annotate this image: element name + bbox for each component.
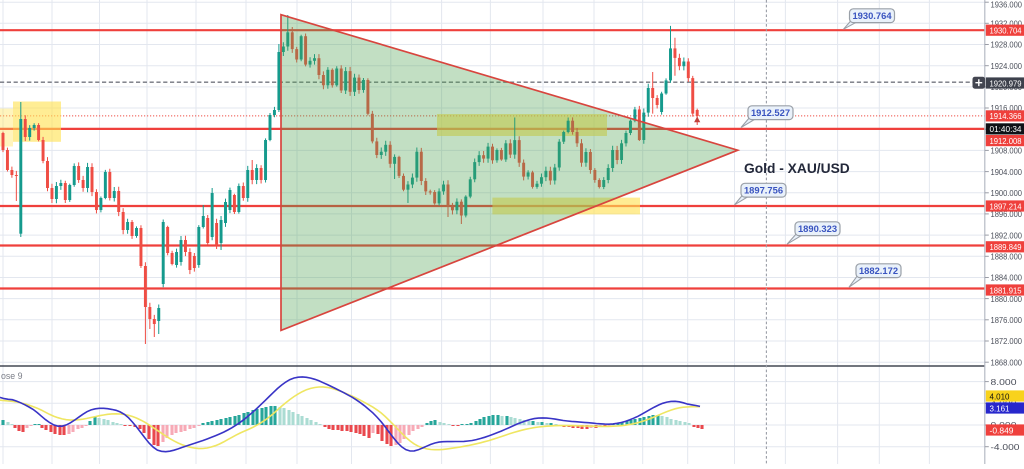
svg-text:1912.008: 1912.008 xyxy=(990,136,1022,146)
svg-text:1872.000: 1872.000 xyxy=(991,336,1023,346)
svg-text:1916.000: 1916.000 xyxy=(991,103,1023,113)
svg-text:1892.000: 1892.000 xyxy=(991,230,1023,240)
svg-text:1888.000: 1888.000 xyxy=(991,252,1023,262)
svg-text:1924.000: 1924.000 xyxy=(991,61,1023,71)
svg-text:8.000: 8.000 xyxy=(991,377,1017,387)
svg-text:1882.172: 1882.172 xyxy=(859,265,898,276)
svg-text:ose 9: ose 9 xyxy=(1,371,23,381)
svg-text:1896.000: 1896.000 xyxy=(991,209,1023,219)
svg-text:1912.527: 1912.527 xyxy=(751,107,790,118)
svg-text:1920.979: 1920.979 xyxy=(990,78,1022,88)
svg-text:1932.000: 1932.000 xyxy=(991,19,1023,29)
svg-text:1889.849: 1889.849 xyxy=(990,242,1022,252)
svg-text:-4.000: -4.000 xyxy=(991,442,1020,452)
svg-text:1904.000: 1904.000 xyxy=(991,167,1023,177)
svg-text:1868.000: 1868.000 xyxy=(991,357,1023,367)
svg-text:1908.000: 1908.000 xyxy=(991,146,1023,156)
svg-text:1881.915: 1881.915 xyxy=(990,285,1022,295)
svg-text:1930.704: 1930.704 xyxy=(990,26,1022,36)
svg-text:1914.366: 1914.366 xyxy=(990,111,1022,121)
svg-text:1900.000: 1900.000 xyxy=(991,188,1023,198)
svg-text:1880.000: 1880.000 xyxy=(991,294,1023,304)
svg-text:1890.323: 1890.323 xyxy=(798,223,837,234)
svg-text:1876.000: 1876.000 xyxy=(991,315,1023,325)
svg-text:Gold - XAU/USD: Gold - XAU/USD xyxy=(744,161,850,176)
svg-text:1897.756: 1897.756 xyxy=(744,185,783,196)
svg-text:1884.000: 1884.000 xyxy=(991,273,1023,283)
svg-text:3.161: 3.161 xyxy=(990,403,1010,413)
svg-text:1897.214: 1897.214 xyxy=(990,201,1022,211)
svg-text:01:40:34: 01:40:34 xyxy=(990,124,1022,134)
svg-text:4.010: 4.010 xyxy=(990,391,1010,401)
svg-text:1928.000: 1928.000 xyxy=(991,40,1023,50)
svg-text:1930.764: 1930.764 xyxy=(852,10,892,21)
svg-text:1936.000: 1936.000 xyxy=(991,0,1023,10)
svg-text:-0.849: -0.849 xyxy=(990,425,1014,435)
